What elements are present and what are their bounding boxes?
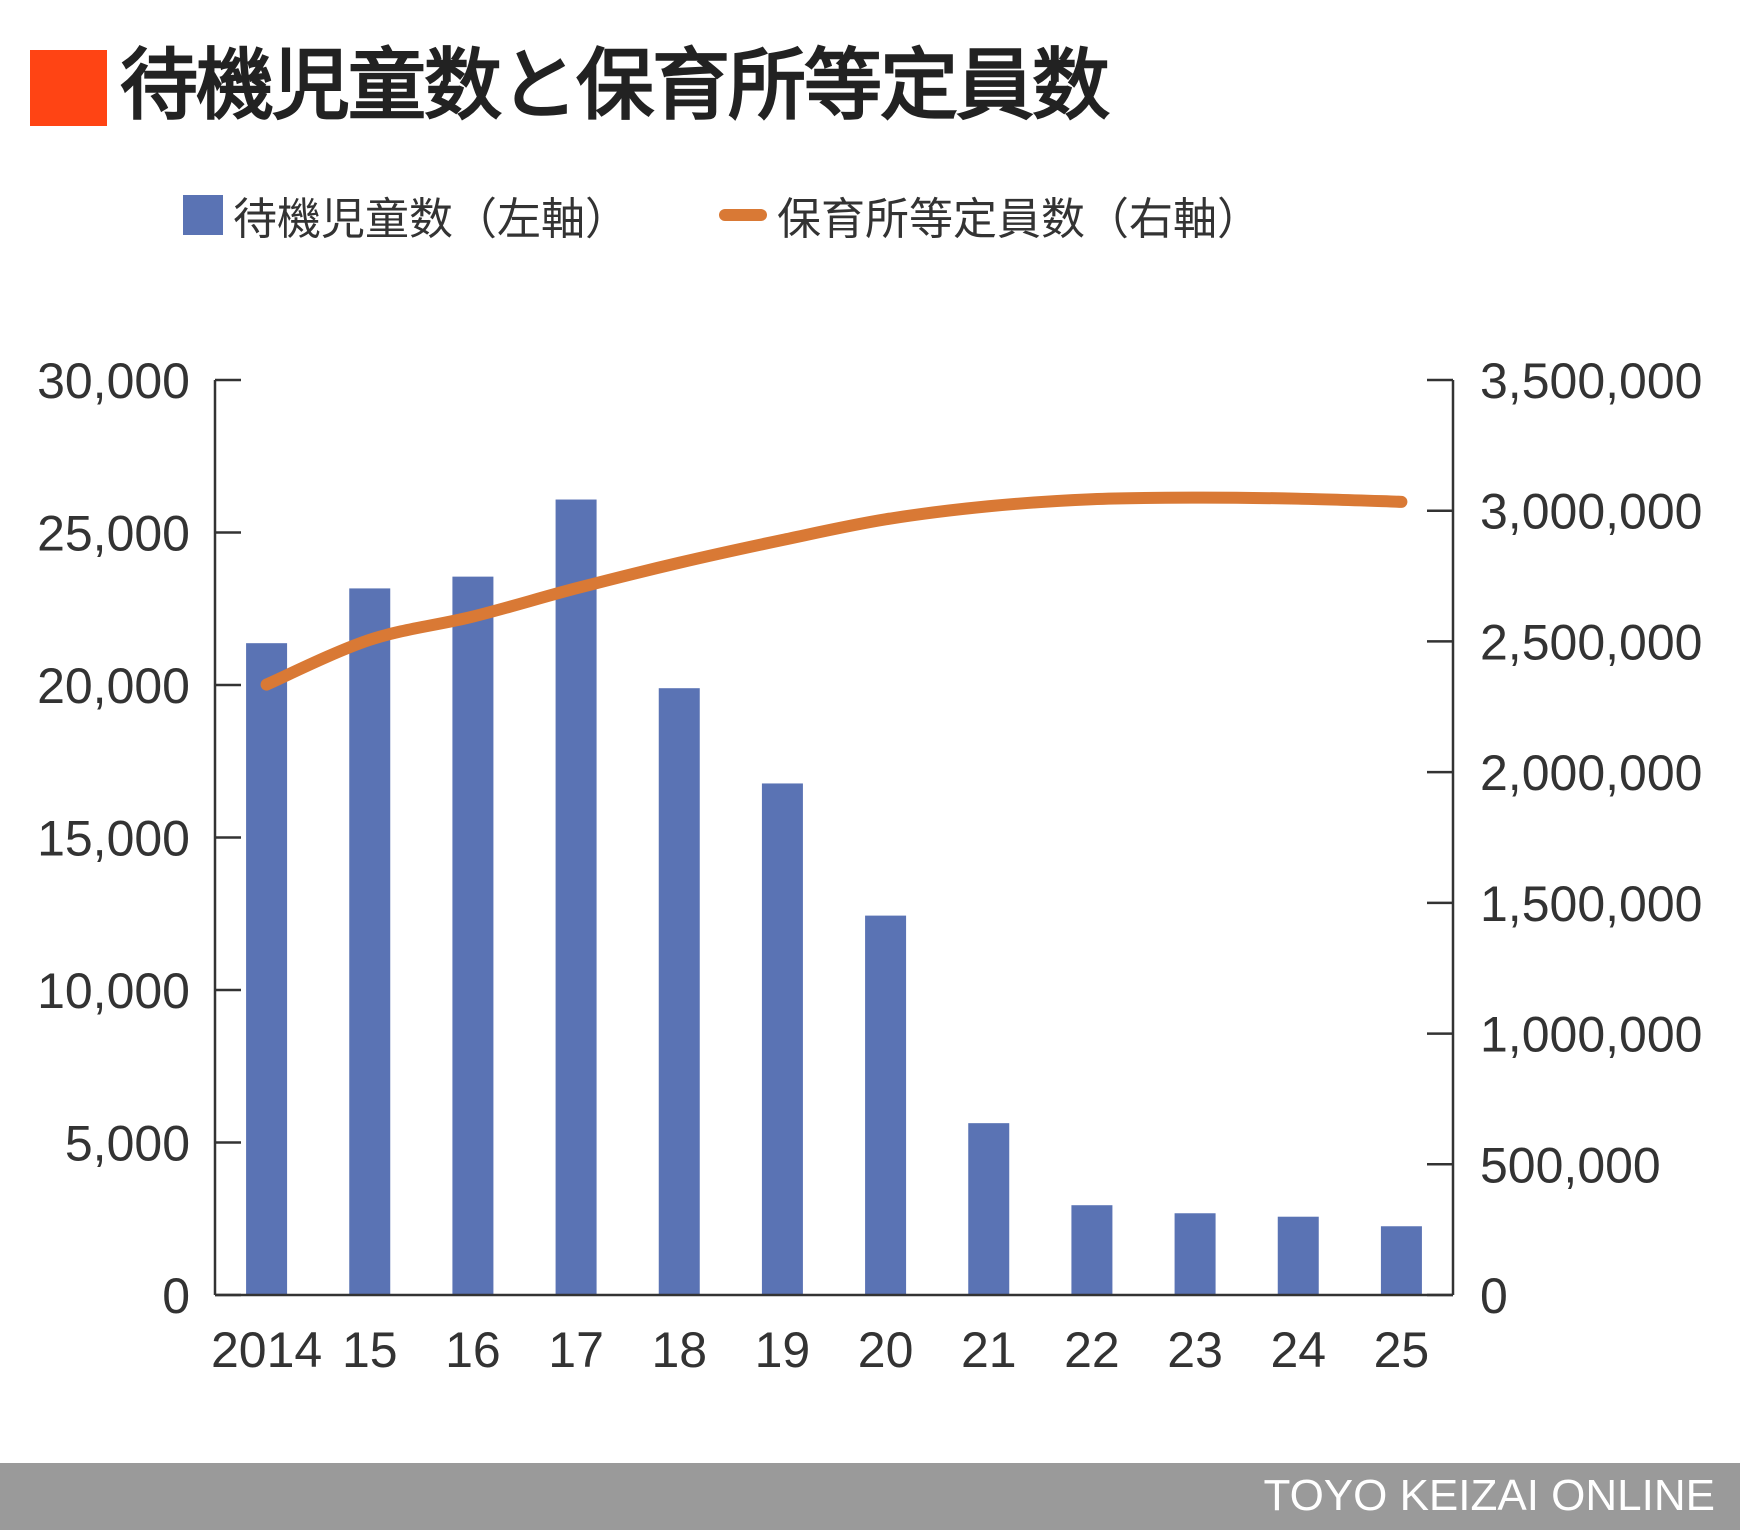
bar-21 — [968, 1123, 1010, 1295]
bar-2014 — [246, 643, 288, 1295]
right-tick-label: 2,000,000 — [1480, 745, 1702, 801]
bar-25 — [1380, 1226, 1422, 1295]
x-tick-label: 22 — [1064, 1322, 1120, 1378]
right-tick-label: 2,500,000 — [1480, 614, 1702, 670]
x-tick-label: 2014 — [211, 1322, 322, 1378]
x-tick-label: 17 — [548, 1322, 604, 1378]
bar-23 — [1174, 1213, 1216, 1295]
x-tick-label: 18 — [651, 1322, 707, 1378]
bar-24 — [1277, 1216, 1319, 1295]
legend-bar-label: 待機児童数（左軸） — [233, 194, 629, 245]
right-tick-label: 3,500,000 — [1480, 353, 1702, 409]
bar-20 — [865, 915, 907, 1295]
right-tick-label: 0 — [1480, 1268, 1508, 1324]
x-tick-label: 25 — [1374, 1322, 1430, 1378]
bar-15 — [349, 588, 391, 1295]
publisher-credit: TOYO KEIZAI ONLINE — [1263, 1471, 1715, 1520]
x-tick-label: 15 — [342, 1322, 398, 1378]
legend: 待機児童数（左軸） 保育所等定員数（右軸） — [183, 190, 1261, 245]
x-tick-label: 23 — [1167, 1322, 1223, 1378]
x-tick-label: 20 — [858, 1322, 914, 1378]
line-series-capacity — [260, 491, 1408, 691]
footer-bar: TOYO KEIZAI ONLINE — [0, 1463, 1740, 1530]
right-tick-label: 500,000 — [1480, 1137, 1661, 1193]
left-tick-label: 10,000 — [37, 963, 190, 1019]
bar-18 — [658, 688, 700, 1295]
bar-17 — [555, 499, 597, 1295]
left-tick-label: 20,000 — [37, 658, 190, 714]
chart-area: 0 5,000 10,000 15,000 20,000 25,000 30,000 0 500… — [37, 353, 1702, 1378]
right-tick-label: 1,000,000 — [1480, 1007, 1702, 1063]
x-tick-label: 21 — [961, 1322, 1017, 1378]
x-tick-label: 24 — [1270, 1322, 1326, 1378]
left-tick-label: 0 — [162, 1268, 190, 1324]
bar-16 — [452, 576, 494, 1295]
left-tick-label: 5,000 — [65, 1116, 190, 1172]
chart-title: 待機児童数と保育所等定員数 — [120, 41, 1110, 131]
x-tick-label: 16 — [445, 1322, 501, 1378]
right-tick-label: 1,500,000 — [1480, 876, 1702, 932]
legend-bar-swatch — [183, 195, 223, 235]
right-tick-label: 3,000,000 — [1480, 484, 1702, 540]
left-tick-label: 15,000 — [37, 811, 190, 867]
bar-19 — [761, 783, 803, 1295]
x-tick-label: 19 — [755, 1322, 811, 1378]
left-tick-label: 25,000 — [37, 506, 190, 562]
bar-22 — [1071, 1205, 1113, 1295]
title-marker — [30, 50, 107, 126]
legend-line-swatch — [719, 209, 767, 221]
left-tick-label: 30,000 — [37, 353, 190, 409]
legend-line-label: 保育所等定員数（右軸） — [777, 194, 1261, 245]
